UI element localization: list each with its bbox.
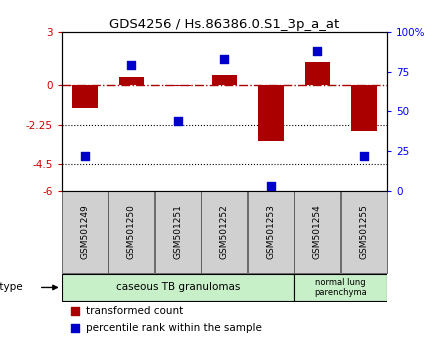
FancyBboxPatch shape [155, 191, 201, 273]
Bar [212, 75, 237, 85]
Text: GSM501252: GSM501252 [220, 204, 229, 259]
Point [221, 56, 228, 62]
Point [339, 84, 346, 90]
Bar [351, 85, 377, 131]
FancyBboxPatch shape [62, 191, 108, 273]
Text: GSM501254: GSM501254 [313, 204, 322, 259]
Bar [258, 85, 284, 141]
FancyBboxPatch shape [294, 274, 387, 301]
Text: caseous TB granulomas: caseous TB granulomas [116, 282, 240, 292]
FancyBboxPatch shape [341, 191, 387, 273]
Point [128, 62, 135, 68]
Point [81, 153, 88, 159]
Text: normal lung
parenchyma: normal lung parenchyma [314, 278, 367, 297]
FancyBboxPatch shape [294, 191, 341, 273]
Bar [119, 77, 144, 85]
Text: transformed count: transformed count [86, 306, 183, 316]
Text: GSM501253: GSM501253 [266, 204, 275, 259]
Text: GSM501250: GSM501250 [127, 204, 136, 259]
Text: GSM501251: GSM501251 [173, 204, 183, 259]
Text: GSM501255: GSM501255 [359, 204, 368, 259]
Text: cell type: cell type [0, 282, 22, 292]
Text: percentile rank within the sample: percentile rank within the sample [86, 323, 262, 333]
Point [268, 183, 275, 189]
Point [339, 239, 346, 245]
Title: GDS4256 / Hs.86386.0.S1_3p_a_at: GDS4256 / Hs.86386.0.S1_3p_a_at [109, 18, 340, 31]
Bar [72, 85, 98, 108]
Point [360, 153, 367, 159]
FancyBboxPatch shape [62, 274, 294, 301]
FancyBboxPatch shape [248, 191, 294, 273]
Point [314, 48, 321, 54]
Point [174, 118, 181, 124]
Bar [304, 62, 330, 85]
Bar [165, 85, 191, 86]
FancyBboxPatch shape [108, 191, 154, 273]
FancyBboxPatch shape [202, 191, 247, 273]
Text: GSM501249: GSM501249 [81, 204, 89, 259]
